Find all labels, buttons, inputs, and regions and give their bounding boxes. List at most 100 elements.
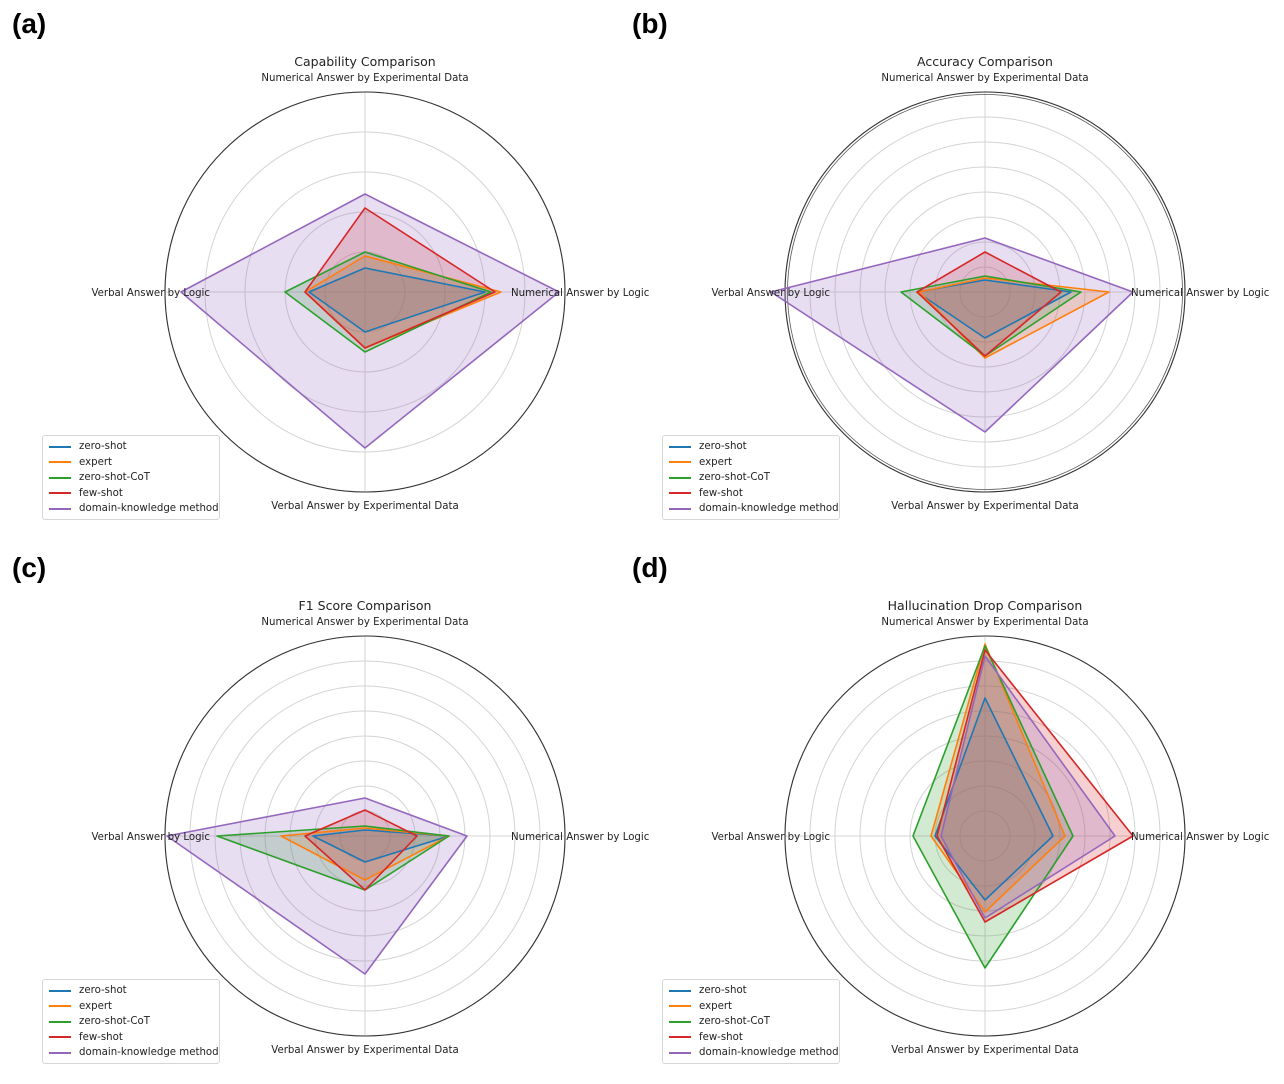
axis-label: Verbal Answer by Logic [91, 832, 210, 843]
legend-swatch [669, 1020, 691, 1023]
series-line-domain-knowledge-method [180, 193, 560, 449]
legend-item: few-shot [43, 1030, 219, 1046]
chart-title: Accuracy Comparison [917, 54, 1053, 69]
outer-frame [784, 635, 1186, 1037]
axis-label: Numerical Answer by Logic [511, 832, 649, 843]
legend-swatch [669, 1036, 691, 1039]
series-line-few-shot [936, 649, 1134, 923]
outer-frame [784, 91, 1186, 493]
series-fill-few-shot [917, 252, 1061, 356]
legend-swatch [669, 989, 691, 992]
legend-swatch [49, 1036, 71, 1039]
axis-label: Numerical Answer by Logic [1131, 832, 1269, 843]
series-fill-domain-knowledge-method [181, 194, 559, 448]
legend-swatch [49, 507, 71, 510]
series-fill-few-shot [937, 650, 1133, 922]
series-line-domain-knowledge-method [940, 655, 1116, 919]
series-fill-few-shot [305, 208, 495, 348]
legend-item: few-shot [43, 486, 219, 502]
axis-label: Verbal Answer by Logic [711, 832, 830, 843]
legend-item: domain-knowledge method [43, 501, 219, 517]
axis-label: Verbal Answer by Experimental Data [271, 501, 458, 512]
legend-swatch [49, 989, 71, 992]
radar-panel-a: (a) Capability Comparison Numerical Answe… [0, 0, 649, 540]
series-line-few-shot [304, 809, 418, 891]
legend-label: zero-shot [699, 985, 747, 997]
legend: zero-shot expert zero-shot-CoT few-shot doma… [42, 979, 220, 1064]
axis-label: Verbal Answer by Experimental Data [891, 1045, 1078, 1056]
series-line-zero-shot [308, 267, 486, 333]
legend-item: few-shot [663, 486, 839, 502]
series-fill-zero-shot-CoT [285, 252, 491, 352]
legend-label: expert [79, 456, 113, 468]
series-line-zero-shot-CoT [912, 645, 1074, 969]
legend-label: zero-shot-CoT [79, 472, 150, 484]
legend-label: zero-shot [79, 441, 127, 453]
legend-label: few-shot [699, 487, 743, 499]
legend-swatch [49, 461, 71, 464]
outer-frame [164, 91, 566, 493]
legend-item: zero-shot-CoT [663, 470, 839, 486]
radar-chart-b: Accuracy Comparison Numerical Answer by E… [711, 54, 1269, 512]
axis-label: Verbal Answer by Logic [711, 288, 830, 299]
legend-swatch [669, 461, 691, 464]
chart-title: Capability Comparison [294, 54, 435, 69]
legend-item: expert [663, 455, 839, 471]
legend-swatch [49, 445, 71, 448]
axis-label: Numerical Answer by Logic [1131, 288, 1269, 299]
axis-label: Verbal Answer by Experimental Data [271, 1045, 458, 1056]
legend-label: few-shot [699, 1031, 743, 1043]
series-fill-zero-shot-CoT [217, 826, 449, 890]
legend-item: domain-knowledge method [663, 501, 839, 517]
axis-label: Numerical Answer by Experimental Data [881, 73, 1088, 84]
legend-item: zero-shot-CoT [43, 1014, 219, 1030]
legend-label: domain-knowledge method [699, 1047, 839, 1059]
legend-label: zero-shot [699, 441, 747, 453]
series-fill-zero-shot [935, 698, 1053, 900]
legend-item: zero-shot [43, 439, 219, 455]
legend-label: zero-shot [79, 985, 127, 997]
legend-label: domain-knowledge method [79, 1047, 219, 1059]
legend-swatch [669, 476, 691, 479]
legend-label: few-shot [79, 1031, 123, 1043]
legend-swatch [669, 1051, 691, 1054]
series-line-expert [930, 643, 1066, 913]
axis-label: Verbal Answer by Experimental Data [891, 501, 1078, 512]
axis-label: Numerical Answer by Logic [511, 288, 649, 299]
legend-swatch [669, 492, 691, 495]
legend: zero-shot expert zero-shot-CoT few-shot doma… [662, 979, 840, 1064]
legend-item: expert [43, 999, 219, 1015]
series-fill-domain-knowledge-method [771, 238, 1133, 432]
legend-label: domain-knowledge method [699, 503, 839, 515]
legend-swatch [49, 1020, 71, 1023]
outer-frame-inner [787, 94, 1183, 490]
legend-label: expert [699, 1000, 733, 1012]
radar-chart-d: Hallucination Drop Comparison Numerical A… [711, 598, 1269, 1056]
legend-swatch [49, 1005, 71, 1008]
axis-label: Numerical Answer by Experimental Data [261, 617, 468, 628]
series-line-few-shot [916, 251, 1062, 357]
radar-chart-a: Capability Comparison Numerical Answer by… [91, 54, 649, 512]
legend-label: domain-knowledge method [79, 503, 219, 515]
chart-title: F1 Score Comparison [299, 598, 432, 613]
legend-swatch [669, 507, 691, 510]
legend-item: zero-shot [43, 983, 219, 999]
radar-panel-b: (b) Accuracy Comparison Numerical Answer … [620, 0, 1269, 540]
legend-item: domain-knowledge method [663, 1045, 839, 1061]
legend-swatch [669, 1005, 691, 1008]
panel-letter: (b) [632, 8, 668, 39]
series-fill-zero-shot [917, 280, 1071, 338]
axis-label: Numerical Answer by Experimental Data [881, 617, 1088, 628]
series-fill-expert [931, 644, 1065, 912]
series-line-domain-knowledge-method [770, 237, 1134, 433]
legend-item: expert [43, 455, 219, 471]
series-line-domain-knowledge-method [166, 797, 468, 975]
legend: zero-shot expert zero-shot-CoT few-shot doma… [662, 435, 840, 520]
radar-panel-d: (d) Hallucination Drop Comparison Numeric… [620, 544, 1269, 1084]
legend-label: expert [699, 456, 733, 468]
legend-item: zero-shot [663, 983, 839, 999]
legend-swatch [49, 476, 71, 479]
legend-label: zero-shot-CoT [699, 472, 770, 484]
panel-letter: (a) [12, 8, 47, 39]
panel-letter: (d) [632, 552, 668, 583]
